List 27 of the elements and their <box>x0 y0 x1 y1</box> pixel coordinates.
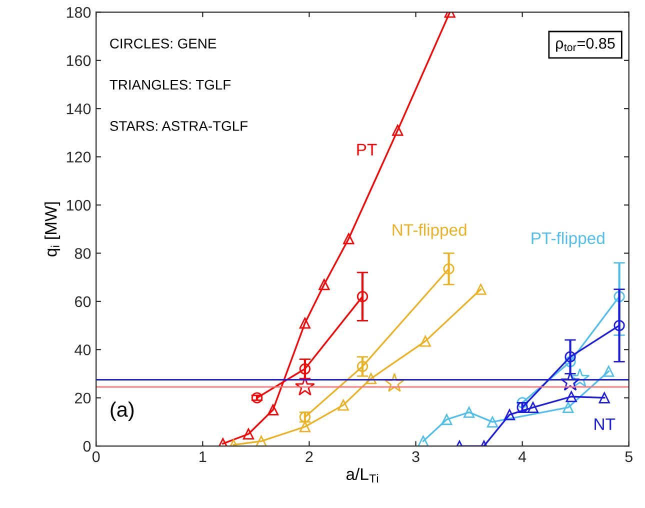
annotation: TRIANGLES: TGLF <box>110 80 231 90</box>
y-tick-label: 160 <box>66 55 91 66</box>
y-tick-label: 60 <box>75 296 91 308</box>
annotation: (a) <box>110 402 134 422</box>
y-tick-label: 80 <box>74 248 91 259</box>
annotation: CIRCLES: GENE <box>110 38 216 48</box>
y-tick-label: 120 <box>66 152 91 162</box>
x-tick-label: 4 <box>518 451 526 462</box>
x-tick-label: 3 <box>412 451 420 462</box>
x-tick-label: 5 <box>625 451 632 462</box>
y-tick-label: 40 <box>74 344 91 356</box>
text: PT-flipped <box>532 232 604 248</box>
y-tick-label: 100 <box>66 200 91 211</box>
y-tick-label: 0 <box>83 440 91 452</box>
series-label: NT <box>594 418 616 430</box>
y-tick-label: 20 <box>75 392 91 404</box>
x-axis-title: a/L$_{Ti}$ <box>346 468 378 483</box>
x-tick-label: 0 <box>92 451 100 462</box>
y-axis-title: q$_{i}$ [MW] <box>44 202 60 256</box>
y-tick-label: 180 <box>66 7 91 18</box>
annotation: ρ$_{tor}$=0.85 <box>556 38 615 52</box>
annotation: STARS: ASTRA-TGLF <box>110 121 248 131</box>
series-label: PT <box>357 144 377 156</box>
x-tick-label: 1 <box>200 451 206 462</box>
y-tick-label: 140 <box>66 103 91 114</box>
x-tick-label: 2 <box>306 451 313 462</box>
series-label: NT-flipped <box>392 224 466 240</box>
